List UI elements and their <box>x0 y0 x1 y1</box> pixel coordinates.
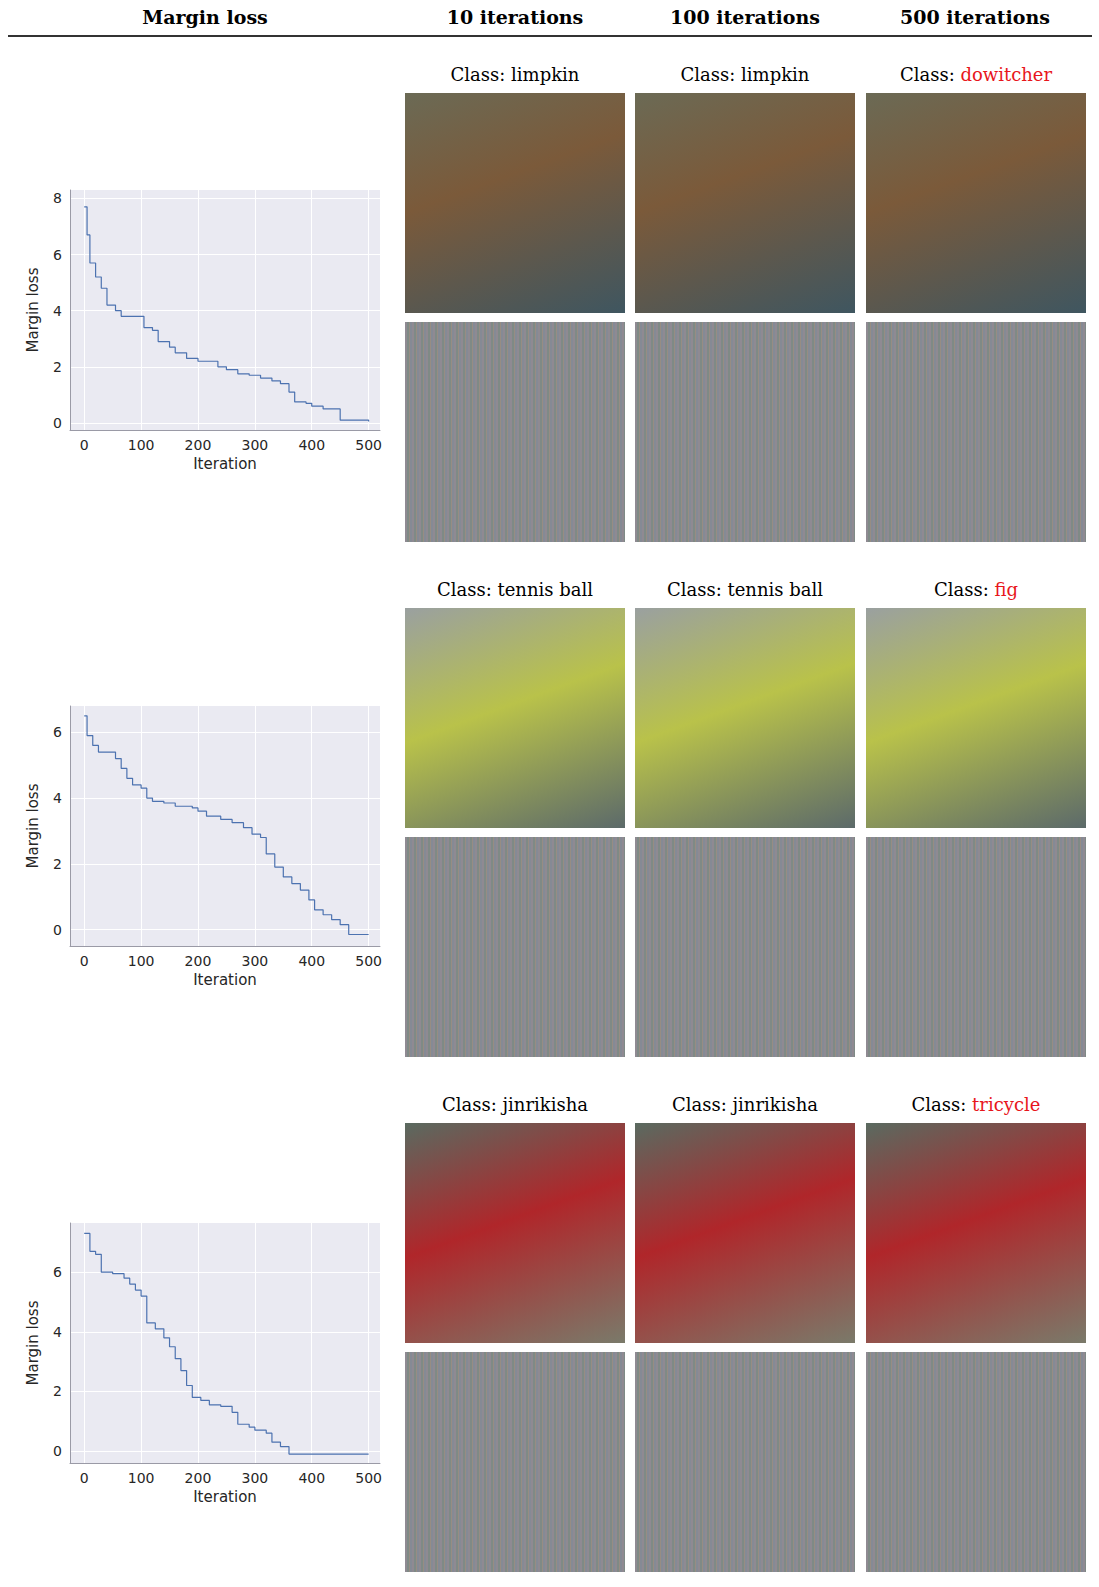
svg-text:500: 500 <box>355 1470 382 1486</box>
svg-text:4: 4 <box>53 1324 62 1340</box>
svg-text:2: 2 <box>53 856 62 872</box>
svg-text:0: 0 <box>53 922 62 938</box>
svg-text:400: 400 <box>298 953 325 969</box>
svg-text:4: 4 <box>53 303 62 319</box>
svg-text:Iteration: Iteration <box>193 971 257 989</box>
html-text:Class: jinrikisha: Class: jinrikisha <box>672 1094 818 1115</box>
svg-text:200: 200 <box>185 953 212 969</box>
html-text:Class: tricycle: Class: tricycle <box>911 1094 1041 1115</box>
svg-text:300: 300 <box>241 437 268 453</box>
svg-text:8: 8 <box>53 190 62 206</box>
svg-text:6: 6 <box>53 1264 62 1280</box>
html-text:Class: dowitcher: Class: dowitcher <box>899 64 1053 85</box>
svg-text:6: 6 <box>53 247 62 263</box>
svg-text:Iteration: Iteration <box>193 455 257 473</box>
svg-text:100: 100 <box>128 437 155 453</box>
html-text:Class: limpkin: Class: limpkin <box>680 64 810 85</box>
svg-text:0: 0 <box>53 1443 62 1459</box>
html-text:Class: tennis ball: Class: tennis ball <box>437 579 593 600</box>
svg-text:0: 0 <box>80 1470 89 1486</box>
html-text:10 iterations: 10 iterations <box>446 6 584 28</box>
svg-text:200: 200 <box>185 1470 212 1486</box>
svg-text:Margin loss: Margin loss <box>24 783 42 868</box>
svg-text:2: 2 <box>53 359 62 375</box>
svg-text:Margin loss: Margin loss <box>24 267 42 352</box>
svg-text:0: 0 <box>80 953 89 969</box>
svg-text:0: 0 <box>53 415 62 431</box>
svg-text:100: 100 <box>128 953 155 969</box>
svg-text:200: 200 <box>185 437 212 453</box>
svg-text:6: 6 <box>53 724 62 740</box>
svg-text:4: 4 <box>53 790 62 806</box>
html-text:500 iterations: 500 iterations <box>900 6 1050 28</box>
svg-text:500: 500 <box>355 437 382 453</box>
html-text:Margin loss: Margin loss <box>142 6 268 28</box>
svg-text:2: 2 <box>53 1383 62 1399</box>
svg-text:Iteration: Iteration <box>193 1488 257 1506</box>
svg-text:Margin loss: Margin loss <box>24 1300 42 1385</box>
svg-text:300: 300 <box>241 1470 268 1486</box>
svg-text:300: 300 <box>241 953 268 969</box>
svg-text:400: 400 <box>298 437 325 453</box>
svg-text:400: 400 <box>298 1470 325 1486</box>
html-text:Class: limpkin: Class: limpkin <box>450 64 580 85</box>
svg-text:100: 100 <box>128 1470 155 1486</box>
html-text:100 iterations: 100 iterations <box>670 6 820 28</box>
html-text:Class: jinrikisha: Class: jinrikisha <box>442 1094 588 1115</box>
svg-text:0: 0 <box>80 437 89 453</box>
html-text:Class: fig: Class: fig <box>934 579 1018 600</box>
html-text:Class: tennis ball: Class: tennis ball <box>667 579 823 600</box>
svg-text:500: 500 <box>355 953 382 969</box>
